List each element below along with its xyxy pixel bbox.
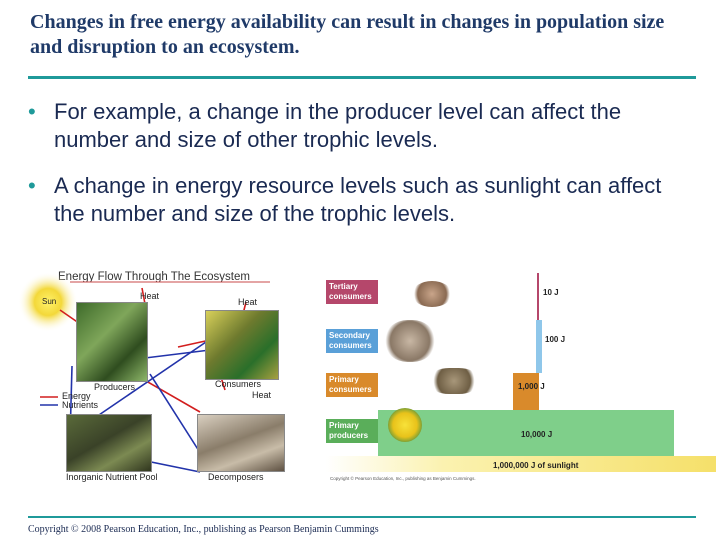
tertiary-consumers-bar (537, 273, 539, 320)
title-divider (28, 76, 696, 79)
producers-bar (378, 410, 674, 456)
sun-label: Sun (42, 297, 57, 306)
primary-consumers-bar (513, 373, 539, 410)
heat-label: Heat (238, 297, 258, 307)
copyright-footer: Copyright © 2008 Pearson Education, Inc.… (28, 524, 379, 535)
mouse-image (385, 320, 435, 362)
heat-label: Heat (140, 291, 160, 301)
nutrient-pool-label: Inorganic Nutrient Pool (66, 472, 158, 482)
slide-title: Changes in free energy availability can … (30, 11, 665, 58)
energy-label-tertiary: 10 J (543, 288, 559, 297)
energy-label-producers: 10,000 J (521, 430, 553, 439)
bullet-text: For example, a change in the producer le… (54, 99, 622, 152)
consumers-image (205, 310, 279, 380)
footer-divider (28, 516, 696, 518)
consumers-label: Consumers (215, 379, 262, 389)
energy-label-primary: 1,000 J (518, 382, 545, 391)
producers-label: Producers (94, 382, 136, 392)
bullet-text: A change in energy resource levels such … (54, 173, 662, 226)
secondary-consumers-bar (536, 320, 542, 373)
decomposers-image (197, 414, 285, 472)
bullet-list: • For example, a change in the producer … (28, 98, 698, 246)
sunlight-band (326, 456, 716, 472)
legend-nutrients-label: Nutrients (62, 400, 99, 410)
bullet-icon: • (28, 173, 36, 198)
snake-image (412, 281, 452, 307)
sun-icon (18, 272, 78, 332)
level-producer-label: Primary producers (326, 419, 378, 443)
grasshopper-image (430, 368, 478, 394)
pyramid-credit: Copyright © Pearson Education, Inc., pub… (330, 476, 476, 481)
flower-image (388, 408, 422, 442)
bullet-item: • A change in energy resource levels suc… (28, 172, 698, 228)
sunlight-label: 1,000,000 J of sunlight (493, 461, 579, 470)
decomposers-label: Decomposers (208, 472, 264, 482)
level-tertiary-label: Tertiary consumers (326, 280, 378, 304)
producers-image (76, 302, 148, 382)
diagram-title: Energy Flow Through The Ecosystem (58, 271, 250, 283)
energy-label-secondary: 100 J (545, 335, 566, 344)
bullet-icon: • (28, 99, 36, 124)
nutrient-pool-image (66, 414, 152, 472)
bullet-item: • For example, a change in the producer … (28, 98, 698, 154)
level-secondary-label: Secondary consumers (326, 329, 378, 353)
legend-energy-label: Energy (62, 391, 91, 401)
heat-label: Heat (252, 390, 272, 400)
level-primary-consumer-label: Primary consumers (326, 373, 378, 397)
